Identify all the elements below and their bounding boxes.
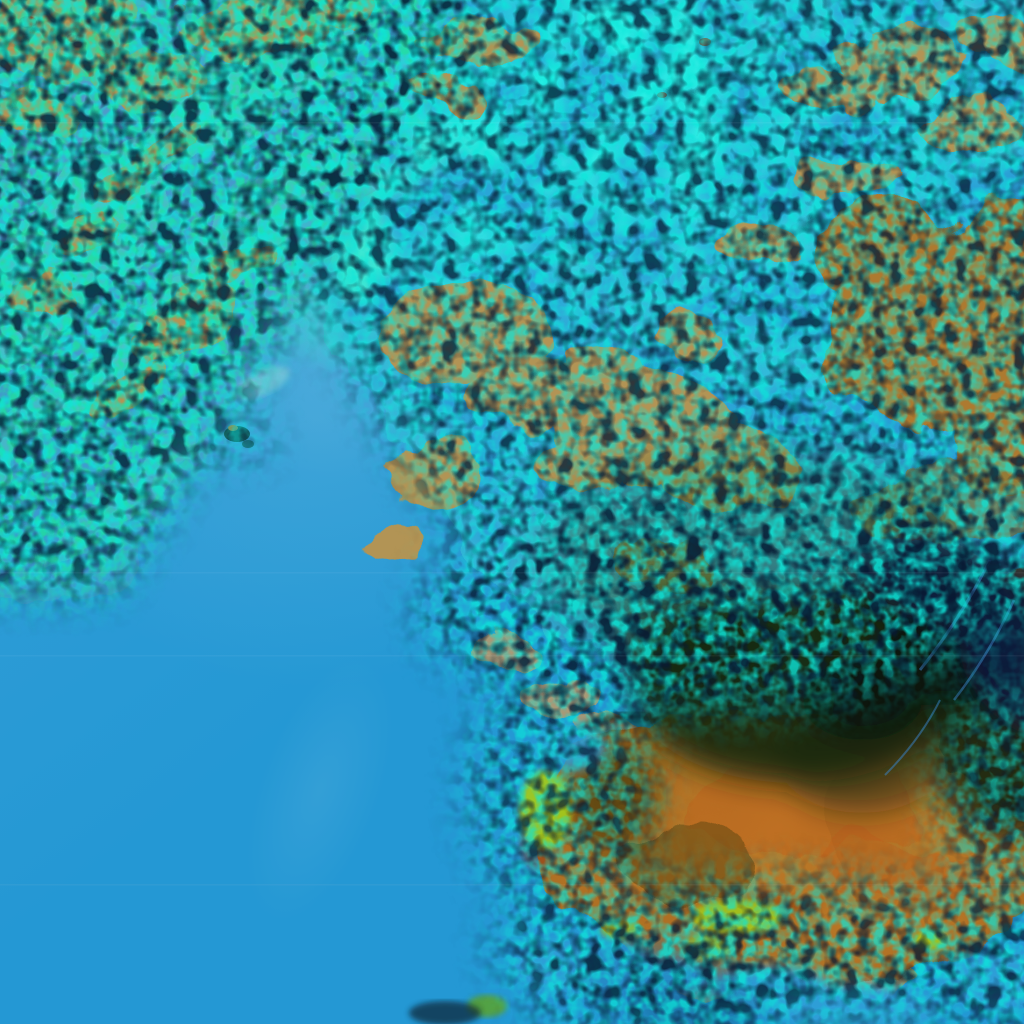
scanline [0, 884, 1024, 886]
scanline [0, 572, 1024, 574]
scanline-artifacts [0, 122, 1024, 886]
scanline [0, 122, 1024, 124]
scanline [0, 655, 1024, 657]
